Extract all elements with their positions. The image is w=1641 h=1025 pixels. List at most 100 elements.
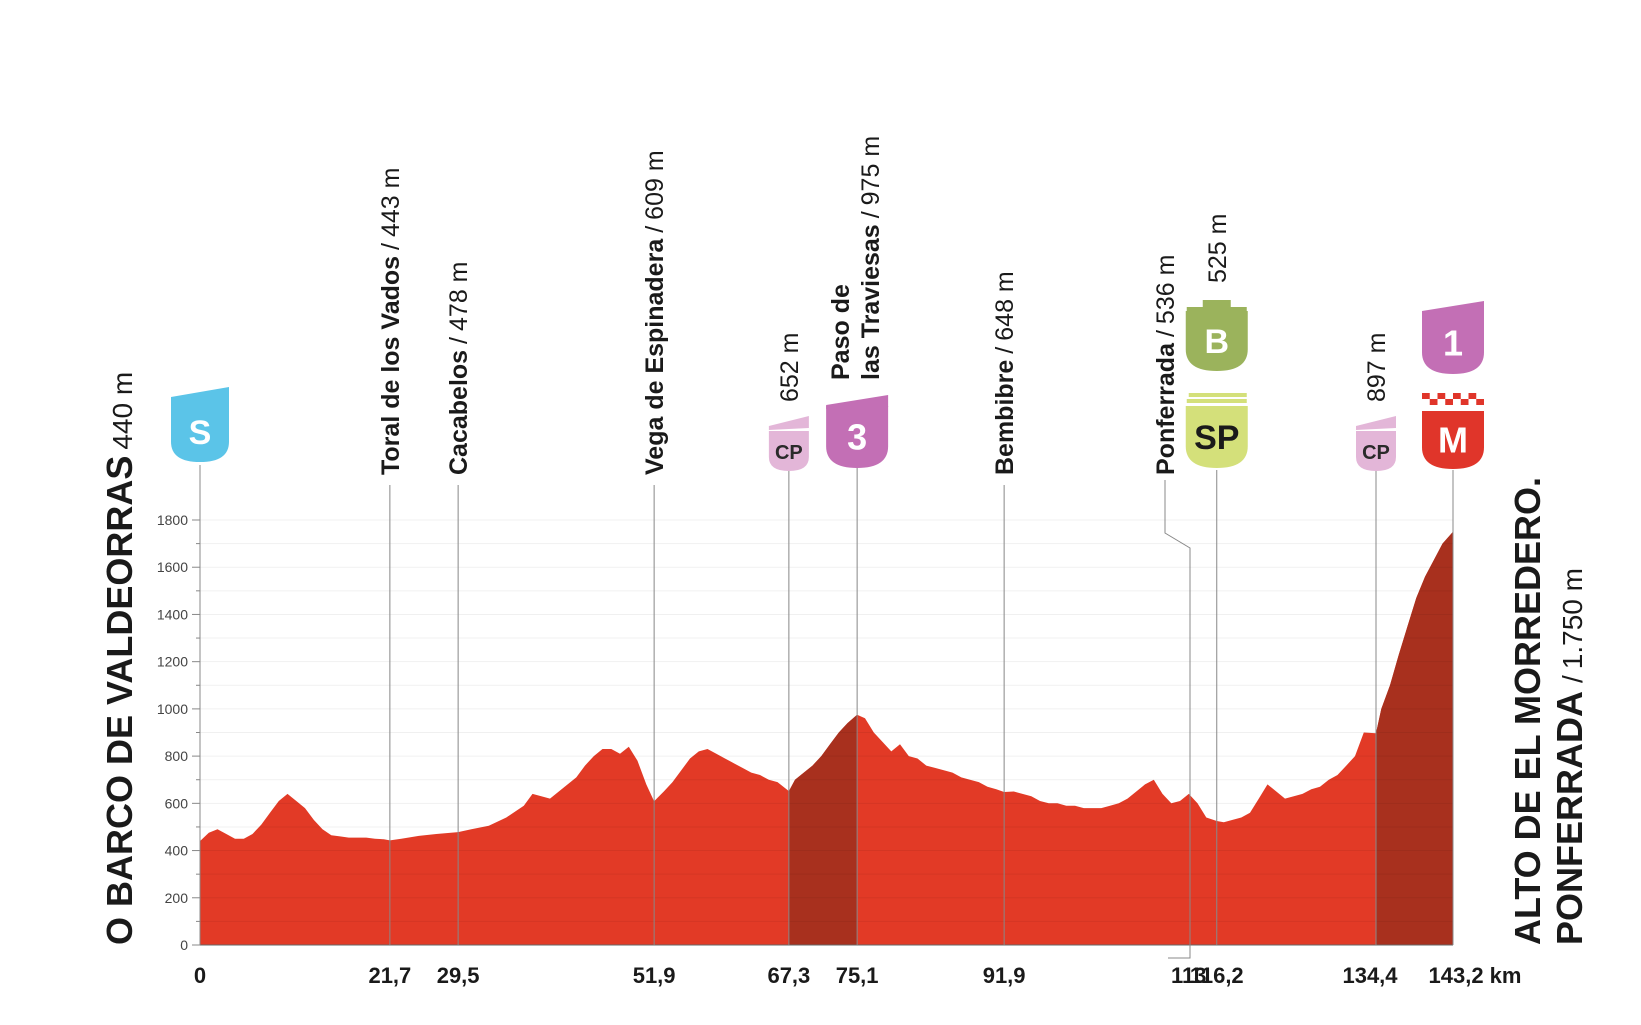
finish-badge-label: M [1438, 420, 1468, 461]
checkpoint-badge-label: CP [775, 442, 803, 464]
finish-name-line1: ALTO DE EL MORREDERO. [1507, 477, 1548, 945]
waypoint-separator: / [1152, 330, 1180, 337]
waypoint-name: Vega de Espinadera [641, 238, 669, 475]
start-badge-icon [171, 398, 229, 462]
start-name: O BARCO DE VALDEORRAS [99, 456, 140, 945]
y-tick-label: 200 [165, 890, 189, 906]
y-tick-label: 800 [165, 748, 189, 764]
bonus-badge-icon [1185, 311, 1248, 371]
sprint-stripe-icon [1186, 399, 1247, 403]
x-km-label: 0 [194, 963, 206, 988]
checkpoint-flag-icon [768, 416, 809, 430]
waypoint-text: Toral de los Vados / 443 m [377, 168, 405, 475]
waypoint-text: Vega de Espinadera / 609 m [641, 150, 669, 475]
waypoint-separator: / [445, 337, 473, 344]
finish-name: PONFERRADA [1549, 691, 1590, 945]
finish-altitude: 1.750 m [1557, 568, 1588, 669]
waypoint-separator: / [377, 243, 405, 250]
climb-segment-area [1376, 531, 1453, 945]
x-km-label: 91,9 [983, 963, 1026, 988]
climb-name-line1: Paso de [827, 284, 855, 380]
sprint-badge-label: SP [1194, 419, 1239, 457]
y-tick-label: 600 [165, 795, 189, 811]
climb-name-line2: las Traviesas / 975 m [857, 136, 885, 380]
waypoint-altitude: 648 m [991, 271, 1019, 340]
x-km-label: 67,3 [767, 963, 810, 988]
finish-badge-icon [1422, 411, 1484, 469]
x-km-label: 29,5 [437, 963, 480, 988]
y-tick-label: 1600 [157, 559, 188, 575]
finish-separator: / [1557, 675, 1588, 683]
y-tick-label: 1000 [157, 701, 188, 717]
x-km-label: 134,4 [1342, 963, 1398, 988]
climb-flag-icon [826, 395, 889, 409]
waypoint-altitude: 443 m [377, 168, 405, 237]
y-tick-label: 0 [180, 937, 188, 953]
x-km-label: 51,9 [633, 963, 676, 988]
climb-name-part: Paso de [827, 284, 855, 380]
waypoint-text: Bembibre / 648 m [991, 271, 1019, 475]
start-endpoint-label: O BARCO DE VALDEORRAS 440 m [99, 372, 140, 945]
ponferrada-leader-line [1164, 480, 1191, 959]
waypoint-label: Toral de los Vados / 443 m [377, 168, 405, 475]
sprint-altitude-label: 525 m [1204, 214, 1232, 283]
y-tick-label: 1400 [157, 606, 188, 622]
waypoint-separator: / [991, 347, 1019, 354]
x-km-label: 116,2 [1190, 963, 1244, 988]
climb-name-label: Paso de las Traviesas / 975 m [827, 136, 885, 380]
waypoint-name: Ponferrada [1152, 342, 1180, 475]
sprint-altitude: 525 m [1204, 214, 1232, 283]
cat1-badge-icon [1422, 312, 1484, 374]
start-altitude: 440 m [107, 372, 138, 450]
waypoint-label: Cacabelos / 478 m [445, 262, 473, 476]
start-badge-label: S [189, 414, 212, 452]
waypoint-text: Ponferrada / 536 m [1152, 255, 1180, 475]
y-tick-label: 1800 [157, 512, 188, 528]
checkpoint-badge-icon [768, 431, 809, 471]
finish-checker-icon [1437, 393, 1446, 399]
start-endpoint-text: O BARCO DE VALDEORRAS 440 m [99, 372, 140, 945]
x-km-label: 113 [1171, 963, 1207, 988]
finish-checker-icon [1453, 393, 1461, 399]
checkpoint-altitude: 897 m [1363, 333, 1391, 402]
checkpoint-flag-icon [1356, 416, 1396, 430]
finish-checker-icon [1468, 393, 1477, 399]
waypoint-separator: / [641, 226, 669, 233]
finish-checker-icon [1460, 399, 1469, 405]
profile-area [200, 531, 1453, 945]
climb-name-part: las Traviesas [857, 224, 885, 380]
climb-category-label: 3 [847, 417, 867, 458]
finish-checker-icon [1476, 399, 1484, 405]
finish-name-line2: PONFERRADA / 1.750 m [1549, 568, 1590, 945]
waypoint-altitude: 536 m [1152, 255, 1180, 324]
x-km-label: 21,7 [368, 963, 411, 988]
checkpoint-badge-icon [1356, 431, 1396, 471]
checkpoint-badge-label: CP [1362, 442, 1390, 464]
waypoint-label: Ponferrada / 536 m [1152, 255, 1180, 475]
waypoint-name: Bembibre [991, 360, 1019, 475]
waypoint-name: Cacabelos [445, 350, 473, 475]
waypoint-label: Bembibre / 648 m [991, 271, 1019, 475]
start-flag-icon [171, 387, 229, 401]
checkpoint-altitude: 652 m [776, 333, 804, 402]
bonus-badge-label: B [1204, 323, 1229, 361]
waypoint-text: Cacabelos / 478 m [445, 262, 473, 476]
waypoint-altitude: 478 m [445, 262, 473, 331]
x-km-label: 75,1 [836, 963, 879, 988]
climb-segment-area [788, 714, 858, 945]
finish-checker-icon [1445, 399, 1453, 405]
climb-category-badge-icon [826, 406, 889, 468]
finish-checker-icon [1429, 399, 1438, 405]
waypoint-label: Vega de Espinadera / 609 m [641, 150, 669, 475]
finish-endpoint-label: ALTO DE EL MORREDERO. PONFERRADA / 1.750 m [1507, 477, 1590, 945]
y-tick-label: 1200 [157, 654, 188, 670]
cat1-badge-label: 1 [1443, 323, 1463, 364]
checkpoint-altitude-label: 652 m [776, 333, 804, 402]
waypoint-name: Toral de los Vados [377, 256, 405, 475]
finish-checker-icon [1422, 393, 1430, 399]
sprint-stripe-icon [1188, 393, 1247, 397]
x-km-label: 143,2 km [1429, 963, 1522, 988]
sprint-badge-icon [1185, 406, 1248, 468]
